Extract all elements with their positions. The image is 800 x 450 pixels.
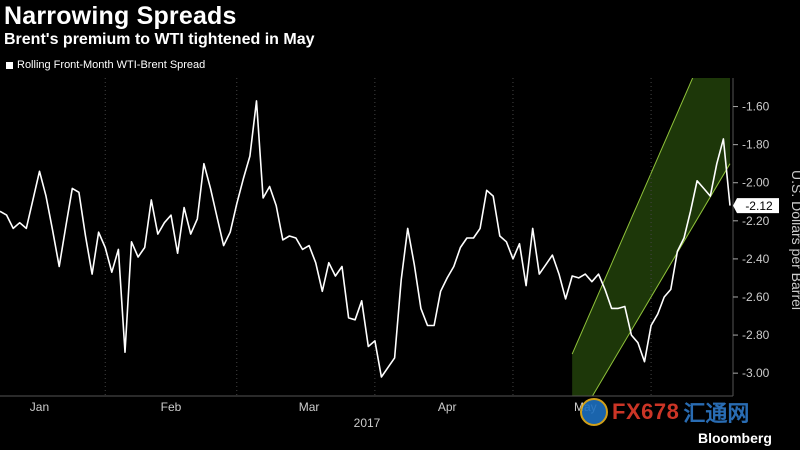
y-tick-label: -2.00 [742, 176, 770, 190]
trend-channel-group [571, 78, 731, 396]
chart-subtitle: Brent's premium to WTI tightened in May [4, 31, 315, 48]
last-value-badge [733, 198, 779, 214]
axis-layer [0, 78, 738, 397]
trend-channel-area [572, 78, 730, 396]
y-tick-label: -2.60 [742, 290, 770, 304]
label-layer: -1.60 -1.80 -2.00 -2.20 -2.40 -2.60 -2.80 -3.00… [30, 100, 800, 430]
y-axis-title: U.S. Dollars per Barrel [789, 170, 800, 310]
brand-logo: Bloomberg [698, 430, 772, 446]
series-line [0, 100, 731, 378]
y-tick-label: -1.80 [742, 138, 770, 152]
x-tick-label: Mar [299, 400, 320, 414]
series-layer [0, 100, 731, 378]
watermark-cn-text: 汇通网 [683, 401, 750, 426]
y-tick-label: -3.00 [742, 366, 770, 380]
x-tick-label: Jan [30, 400, 49, 414]
trend-channel-lower-line [591, 163, 731, 396]
y-tick-label: -2.40 [742, 252, 770, 266]
y-tick-label: -1.60 [742, 100, 770, 114]
last-value-label: -2.12 [745, 199, 773, 213]
y-tick-label: -2.20 [742, 214, 770, 228]
legend: Rolling Front-Month WTI-Brent Spread [6, 59, 205, 71]
x-axis-title: 2017 [354, 416, 381, 430]
watermark-text: FX678 [612, 399, 680, 424]
x-tick-label: Apr [438, 400, 457, 414]
chart-title: Narrowing Spreads [4, 2, 237, 30]
legend-swatch [6, 61, 13, 69]
trend-channel [571, 78, 731, 396]
legend-label: Rolling Front-Month WTI-Brent Spread [17, 59, 206, 71]
y-tick-label: -2.80 [742, 328, 770, 342]
watermark-logo-icon [580, 398, 608, 426]
x-tick-label: Feb [161, 400, 182, 414]
watermark: FX678 汇通网 [580, 396, 749, 428]
trend-channel-upper-line [571, 78, 694, 355]
